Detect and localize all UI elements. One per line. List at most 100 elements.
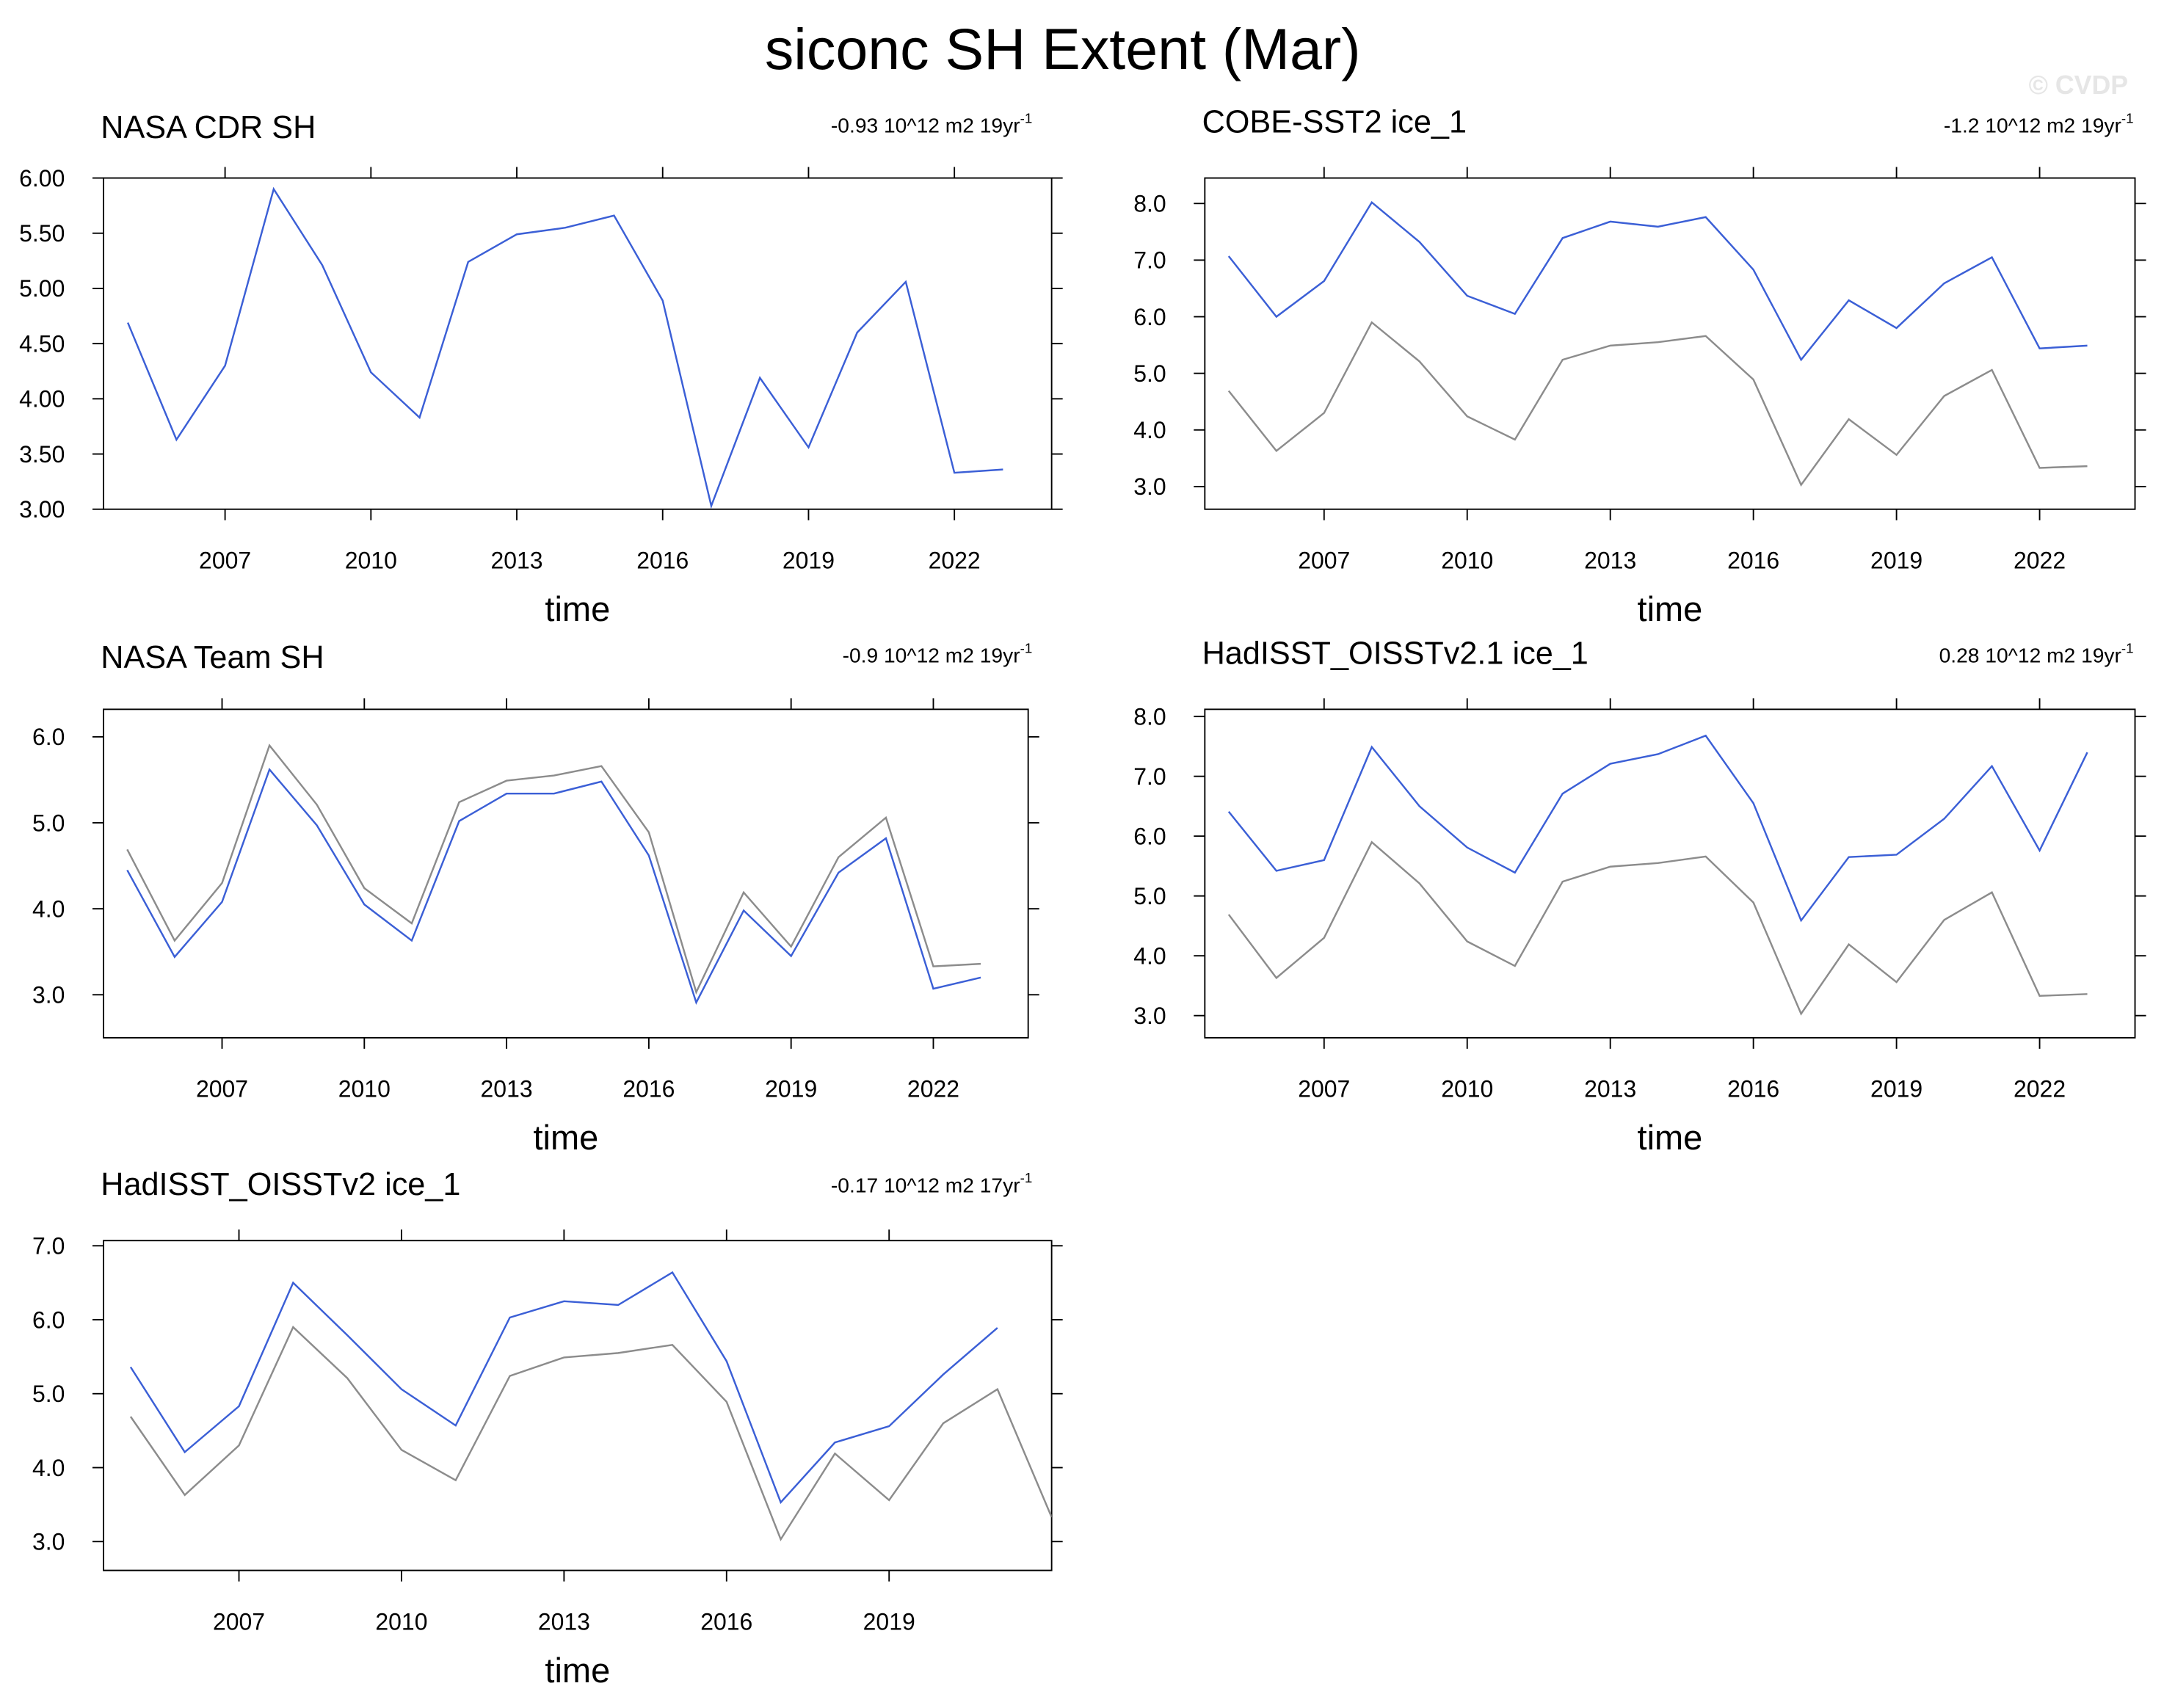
y-tick-label: 3.0 — [1133, 1003, 1166, 1029]
y-tick-label: 4.0 — [1133, 417, 1166, 443]
trend-exponent: -1 — [1020, 640, 1033, 655]
data-line — [126, 767, 981, 1005]
panel-title: HadISST_OISSTv2 ice_1 — [101, 1167, 460, 1202]
plot-frame — [1204, 177, 2136, 510]
x-tick-label: 2022 — [929, 548, 981, 574]
y-tick-label: 4.0 — [1133, 942, 1166, 969]
trend-text: -0.9 10^12 m2 19yr — [843, 643, 1020, 666]
y-tick-label: 6.00 — [19, 165, 65, 192]
y-tick-label: 3.0 — [1133, 473, 1166, 500]
x-tick-label: 2010 — [1441, 548, 1493, 574]
trend-exponent: -1 — [1020, 110, 1033, 126]
plot-frame — [103, 1240, 1053, 1571]
x-tick-label: 2013 — [1584, 1076, 1636, 1102]
trend-exponent: -1 — [2121, 640, 2134, 655]
x-tick-label: 2016 — [1727, 548, 1779, 574]
y-tick-label: 5.00 — [19, 275, 65, 302]
x-tick-label: 2007 — [199, 548, 251, 574]
x-tick-label: 2007 — [1298, 1076, 1350, 1102]
x-tick-label: 2016 — [1727, 1076, 1779, 1102]
trend-text: -0.17 10^12 m2 17yr — [831, 1173, 1020, 1196]
x-tick-label: 2013 — [481, 1076, 533, 1102]
x-tick-label: 2016 — [622, 1076, 675, 1102]
y-tick-label: 8.0 — [1133, 191, 1166, 217]
y-tick-label: 7.0 — [1133, 763, 1166, 790]
data-line — [126, 186, 1003, 509]
y-tick-label: 3.0 — [32, 1529, 65, 1555]
x-tick-label: 2022 — [2014, 548, 2066, 574]
data-line — [1227, 200, 2088, 362]
panel-trend: -0.9 10^12 m2 19yr-1 — [843, 640, 1033, 666]
x-tick-label: 2022 — [907, 1076, 959, 1102]
x-tick-label: 2019 — [1870, 1076, 1922, 1102]
x-tick-label: 2016 — [636, 548, 689, 574]
figure-title: siconc SH Extent (Mar) — [765, 17, 1361, 81]
x-tick-label: 2019 — [783, 548, 835, 574]
trend-text: 0.28 10^12 m2 19yr — [1939, 643, 2121, 666]
x-axis-label: time — [545, 589, 610, 628]
y-tick-label: 4.0 — [32, 895, 65, 922]
panel: COBE-SST2 ice_1 -1.2 10^12 m2 19yr-1 3.0 4.… — [1133, 104, 2146, 628]
y-tick-label: 5.0 — [1133, 883, 1166, 909]
panel-trend: -0.93 10^12 m2 19yr-1 — [831, 110, 1032, 137]
y-tick-label: 3.0 — [32, 982, 65, 1009]
y-tick-label: 5.50 — [19, 220, 65, 247]
x-axis-label: time — [1638, 1118, 1703, 1157]
y-tick-label: 6.0 — [1133, 823, 1166, 849]
x-tick-label: 2019 — [863, 1608, 915, 1635]
data-line — [1227, 321, 2088, 487]
y-tick-label: 7.0 — [1133, 247, 1166, 274]
panel-trend: -0.17 10^12 m2 17yr-1 — [831, 1170, 1032, 1196]
panel: HadISST_OISSTv2 ice_1 -0.17 10^12 m2 17yr… — [32, 1167, 1063, 1690]
y-tick-label: 4.00 — [19, 386, 65, 413]
y-tick-label: 3.50 — [19, 441, 65, 468]
x-axis-label: time — [1638, 589, 1703, 628]
plot-frame — [103, 177, 1053, 510]
plot-frame — [103, 708, 1029, 1039]
plot-frame — [1204, 708, 2136, 1039]
x-tick-label: 2013 — [490, 548, 542, 574]
data-line — [129, 1271, 998, 1505]
x-tick-label: 2010 — [375, 1608, 427, 1635]
x-tick-label: 2007 — [196, 1076, 248, 1102]
y-tick-label: 6.0 — [32, 724, 65, 750]
data-line — [126, 744, 981, 995]
x-tick-label: 2007 — [1298, 548, 1350, 574]
x-axis-label: time — [545, 1651, 610, 1690]
y-tick-label: 6.0 — [32, 1307, 65, 1333]
panel: NASA Team SH -0.9 10^12 m2 19yr-1 3.0 4.0 5.… — [32, 640, 1039, 1157]
x-tick-label: 2019 — [1870, 548, 1922, 574]
panel-title: COBE-SST2 ice_1 — [1202, 104, 1467, 139]
trend-exponent: -1 — [1020, 1170, 1033, 1185]
panel: NASA CDR SH -0.93 10^12 m2 19yr-1 3.00 3.50… — [19, 110, 1063, 628]
x-tick-label: 2016 — [700, 1608, 752, 1635]
y-tick-label: 5.0 — [1133, 360, 1166, 387]
x-tick-label: 2010 — [1441, 1076, 1493, 1102]
trend-text: -1.2 10^12 m2 19yr — [1944, 113, 2121, 137]
data-line — [1227, 840, 2088, 1016]
y-tick-label: 6.0 — [1133, 304, 1166, 330]
y-tick-label: 3.00 — [19, 496, 65, 523]
x-axis-label: time — [533, 1118, 598, 1157]
panel-title: NASA CDR SH — [101, 110, 316, 145]
x-tick-label: 2013 — [1584, 548, 1636, 574]
x-tick-label: 2013 — [538, 1608, 590, 1635]
x-tick-label: 2007 — [213, 1608, 265, 1635]
y-tick-label: 5.0 — [32, 1381, 65, 1407]
data-line — [1227, 734, 2088, 923]
watermark: © CVDP — [2029, 70, 2128, 100]
panel-trend: -1.2 10^12 m2 19yr-1 — [1944, 110, 2134, 137]
panel: HadISST_OISSTv2.1 ice_1 0.28 10^12 m2 19y… — [1133, 636, 2146, 1157]
trend-exponent: -1 — [2121, 110, 2134, 126]
y-tick-label: 8.0 — [1133, 703, 1166, 730]
y-tick-label: 5.0 — [32, 810, 65, 836]
data-line — [129, 1326, 1052, 1541]
panel-title: NASA Team SH — [101, 640, 324, 675]
y-tick-label: 4.0 — [32, 1455, 65, 1481]
x-tick-label: 2010 — [338, 1076, 391, 1102]
y-tick-label: 4.50 — [19, 330, 65, 357]
x-tick-label: 2022 — [2014, 1076, 2066, 1102]
x-tick-label: 2010 — [345, 548, 397, 574]
